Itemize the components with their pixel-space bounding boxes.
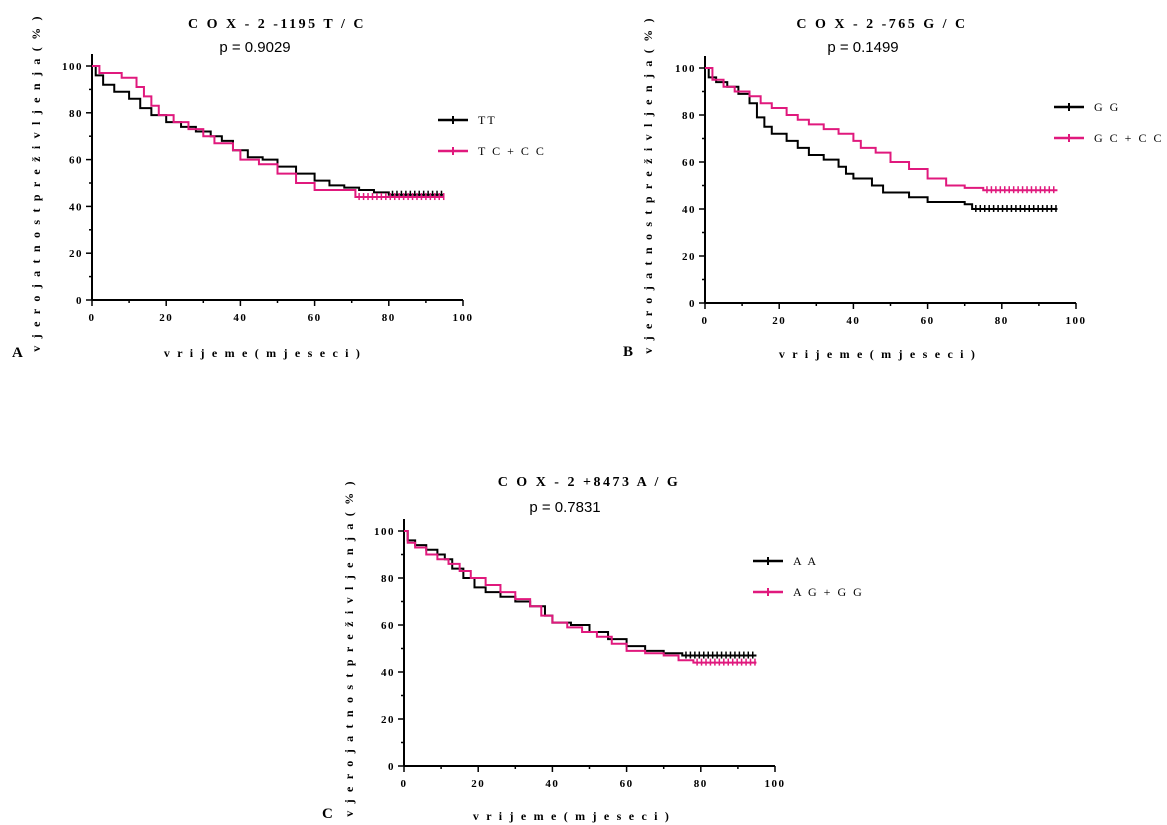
series-line-0 [92,65,445,196]
x-tick-label: 40 [233,312,247,324]
y-tick-label: 80 [69,108,83,120]
chart-panel-b: C O X - 2 -765 G / C p = 0.1499 0 20 40 60 80 1… [623,16,1163,361]
chart-panel-a: C O X - 2 -1195 T / C p = 0.9029 0 20 40 60 80… [12,14,546,361]
x-tick-label: 40 [846,315,860,327]
y-axis-label: v j e r o j a t n o s t p r e ž i v l j … [342,479,356,816]
x-tick-label: 80 [382,312,396,324]
x-tick-label: 80 [995,315,1009,327]
y-tick-label: 60 [69,155,83,167]
x-tick-label: 0 [702,315,709,327]
series-line-1 [92,65,445,199]
p-value: p = 0.1499 [827,39,898,56]
y-tick-label: 0 [388,761,395,773]
y-tick-label: 80 [682,110,696,122]
chart-title: C O X - 2 -765 G / C [796,17,967,32]
chart-panel-c: C O X - 2 +8473 A / G p = 0.7831 0 20 40 60 80… [322,475,864,823]
series-line-0 [705,67,1058,210]
legend-label-1: G C + C C [1094,131,1163,145]
legend-label-0: TT [478,113,497,127]
series-line-1 [705,67,1058,192]
panel-label: B [623,344,633,360]
y-tick-label: 60 [381,620,395,632]
legend-label-1: T C + C C [478,144,546,158]
x-tick-label: 100 [765,778,786,790]
y-tick-label: 40 [682,204,696,216]
x-tick-label: 100 [1066,315,1087,327]
y-tick-label: 20 [69,248,83,260]
series-line-1 [404,530,757,664]
y-tick-label: 80 [381,573,395,585]
y-axis-label: v j e r o j a t n o s t p r e ž i v l j … [641,16,655,353]
chart-title: C O X - 2 -1195 T / C [188,17,366,32]
chart-title: C O X - 2 +8473 A / G [498,475,681,490]
y-tick-label: 100 [62,61,83,73]
y-tick-label: 40 [69,201,83,213]
x-axis-label: v r i j e m e ( m j e s e c i ) [164,346,362,360]
panel-label: A [12,345,23,361]
p-value: p = 0.7831 [529,499,600,516]
x-axis-label: v r i j e m e ( m j e s e c i ) [473,809,671,823]
x-tick-label: 60 [620,778,634,790]
series-line-0 [404,530,757,657]
x-tick-label: 20 [772,315,786,327]
y-tick-label: 20 [381,714,395,726]
x-tick-label: 0 [401,778,408,790]
y-tick-label: 40 [381,667,395,679]
y-tick-label: 20 [682,251,696,263]
legend-label-0: G G [1094,100,1120,114]
y-tick-label: 0 [689,298,696,310]
y-axis-label: v j e r o j a t n o s t p r e ž i v l j … [29,14,43,351]
legend-label-0: A A [793,554,818,568]
x-tick-label: 20 [159,312,173,324]
y-tick-label: 100 [374,526,395,538]
x-tick-label: 80 [694,778,708,790]
x-tick-label: 60 [308,312,322,324]
x-tick-label: 40 [545,778,559,790]
y-tick-label: 100 [675,63,696,75]
x-tick-label: 20 [471,778,485,790]
x-tick-label: 60 [921,315,935,327]
x-tick-label: 100 [453,312,474,324]
x-axis-label: v r i j e m e ( m j e s e c i ) [779,347,977,361]
panel-label: C [322,806,333,822]
y-tick-label: 0 [76,295,83,307]
p-value: p = 0.9029 [219,39,290,56]
y-tick-label: 60 [682,157,696,169]
x-tick-label: 0 [89,312,96,324]
legend-label-1: A G + G G [793,585,864,599]
